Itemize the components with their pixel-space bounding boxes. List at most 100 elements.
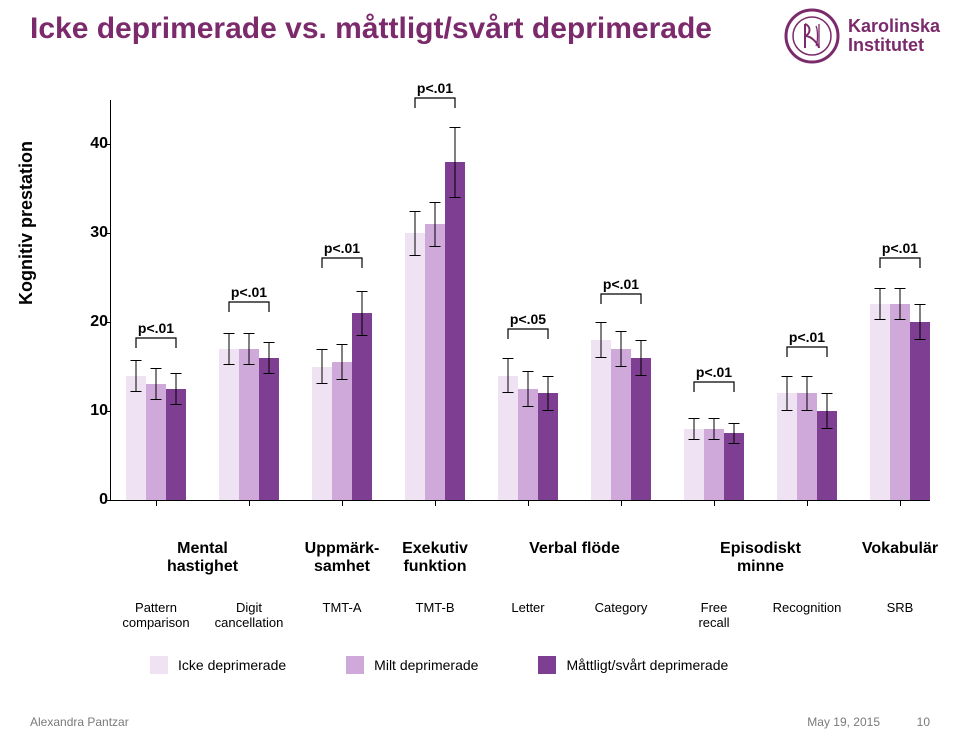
ki-logo: Karolinska Institutet [784, 8, 940, 64]
sig-label: p<.01 [318, 240, 366, 256]
bar [498, 376, 518, 500]
y-tick-mark [105, 322, 110, 323]
error-bar [342, 344, 343, 380]
bar [126, 376, 146, 500]
error-bar [548, 376, 549, 412]
domain-label: Vokabulär [840, 540, 960, 558]
legend-item: Icke deprimerade [150, 650, 286, 680]
test-label: Letter [480, 600, 576, 615]
sig-label: p<.01 [690, 364, 738, 380]
x-tick [807, 500, 808, 506]
y-tick-mark [105, 411, 110, 412]
bar [631, 358, 651, 500]
error-bar [807, 376, 808, 412]
bar [538, 393, 558, 500]
bar [146, 384, 166, 500]
error-bar [322, 349, 323, 385]
error-bar [415, 211, 416, 255]
sig-bracket [690, 380, 738, 394]
sig-bracket [783, 345, 831, 359]
test-label: Patterncomparison [108, 600, 204, 630]
x-tick [156, 500, 157, 506]
sig-bracket [318, 256, 366, 270]
ki-seal-icon [784, 8, 840, 64]
x-tick [342, 500, 343, 506]
x-tick [621, 500, 622, 506]
bar [259, 358, 279, 500]
ki-logo-line2: Institutet [848, 36, 940, 55]
error-bar [641, 340, 642, 376]
bar [777, 393, 797, 500]
sig-label: p<.01 [597, 276, 645, 292]
domain-label: Mental hastighet [143, 540, 263, 576]
error-bar [787, 376, 788, 412]
bar [166, 389, 186, 500]
y-tick-mark [105, 233, 110, 234]
test-labels-row: PatterncomparisonDigitcancellationTMT-AT… [110, 600, 930, 636]
sig-label: p<.01 [411, 80, 459, 96]
legend-item: Måttligt/svårt deprimerade [538, 650, 728, 680]
slide: Icke deprimerade vs. måttligt/svårt depr… [0, 0, 960, 741]
sig-bracket [225, 300, 273, 314]
test-label: TMT-B [387, 600, 483, 615]
y-tick-mark [105, 500, 110, 501]
footer-page: 10 [917, 715, 930, 729]
footer-author: Alexandra Pantzar [30, 715, 129, 729]
error-bar [601, 322, 602, 358]
test-label: Recognition [759, 600, 855, 615]
ki-logo-text: Karolinska Institutet [848, 17, 940, 55]
error-bar [734, 423, 735, 444]
sig-label: p<.01 [132, 320, 180, 336]
y-axis-label: Kognitiv prestation [16, 141, 37, 305]
page-title: Icke deprimerade vs. måttligt/svårt depr… [30, 12, 712, 46]
bar [870, 304, 890, 500]
bar [445, 162, 465, 500]
domain-labels-row: Mental hastighetUppmärk-samhetExekutivfu… [110, 540, 930, 578]
error-bar [455, 127, 456, 198]
y-tick-mark [105, 144, 110, 145]
error-bar [528, 371, 529, 407]
sig-label: p<.01 [225, 284, 273, 300]
y-ticks: 010203040 [72, 100, 108, 500]
bar [704, 429, 724, 500]
legend-swatch [346, 656, 364, 674]
test-label: Digitcancellation [201, 600, 297, 630]
sig-bracket [132, 336, 180, 350]
test-label: SRB [852, 600, 948, 615]
error-bar [694, 418, 695, 439]
bar [425, 224, 445, 500]
error-bar [269, 342, 270, 374]
x-tick [528, 500, 529, 506]
domain-label: Exekutivfunktion [375, 540, 495, 576]
bar [312, 367, 332, 500]
sig-bracket [504, 327, 552, 341]
legend-label: Måttligt/svårt deprimerade [566, 657, 728, 673]
bar [405, 233, 425, 500]
error-bar [827, 393, 828, 429]
error-bar [229, 333, 230, 365]
bar [591, 340, 611, 500]
error-bar [435, 202, 436, 246]
sig-bracket [597, 292, 645, 306]
error-bar [362, 291, 363, 335]
bar [797, 393, 817, 500]
error-bar [920, 304, 921, 340]
legend-swatch [150, 656, 168, 674]
bar [611, 349, 631, 500]
sig-bracket [876, 256, 924, 270]
domain-label: Verbal flöde [515, 540, 635, 558]
bar [332, 362, 352, 500]
test-label: Freerecall [666, 600, 762, 630]
x-tick [714, 500, 715, 506]
bar [352, 313, 372, 500]
legend: Icke deprimeradeMilt deprimeradeMåttligt… [150, 650, 850, 680]
plot-area: p<.01p<.01p<.01p<.01p<.05p<.01p<.01p<.01… [110, 100, 930, 500]
test-label: TMT-A [294, 600, 390, 615]
error-bar [621, 331, 622, 367]
error-bar [249, 333, 250, 365]
x-tick [900, 500, 901, 506]
bar [724, 433, 744, 500]
error-bar [176, 373, 177, 405]
error-bar [156, 368, 157, 400]
bar [684, 429, 704, 500]
